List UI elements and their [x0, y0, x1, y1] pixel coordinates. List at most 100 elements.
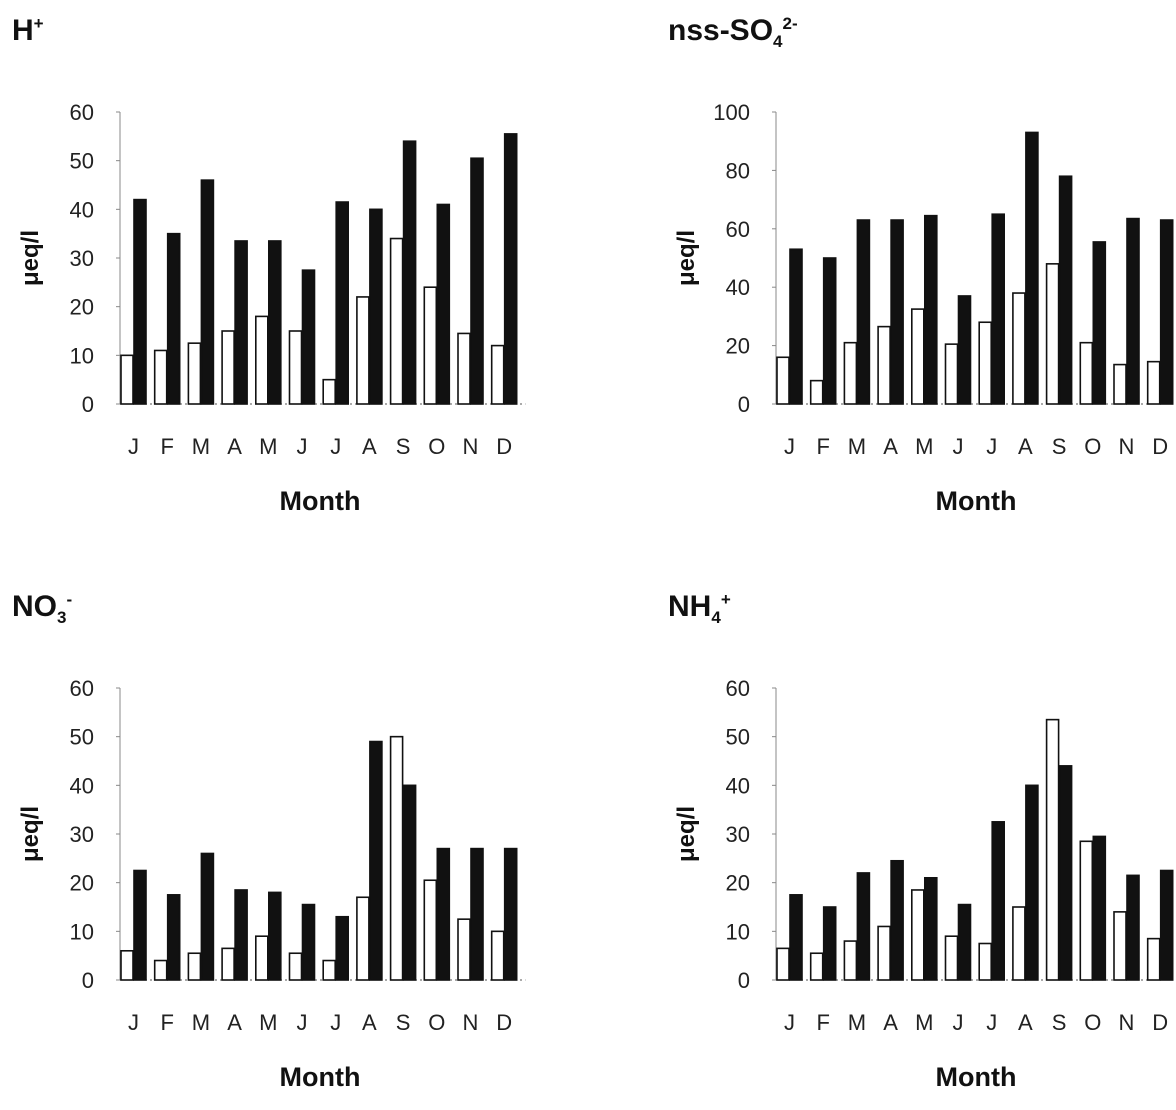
bar-open	[490, 930, 505, 981]
bar-open	[877, 325, 891, 405]
bar-open	[1146, 937, 1161, 981]
x-tick-label: N	[463, 1010, 479, 1035]
bar-filled	[301, 269, 316, 405]
y-tick-label: 30	[70, 822, 94, 847]
bar-filled	[890, 219, 904, 405]
chart-title: nss-SO42-	[668, 14, 798, 52]
bar-open	[944, 935, 959, 981]
bar-filled	[369, 740, 383, 981]
x-tick-label: J	[986, 434, 997, 459]
bar-open	[221, 330, 235, 405]
bar-filled	[957, 295, 972, 405]
bar-filled	[822, 906, 837, 981]
x-tick-label: F	[816, 434, 829, 459]
bar-open	[1045, 718, 1060, 981]
bar-open	[776, 947, 790, 981]
x-tick-label: A	[1018, 434, 1033, 459]
x-axis-label: Month	[936, 486, 1017, 516]
bar-open	[1146, 360, 1161, 405]
bar-open	[457, 332, 471, 405]
chart-panel-nss-so4: nss-SO42- 0 20 40 60 80 100 J F M A M J J A S O N D Month μ…	[668, 14, 1176, 534]
x-tick-label: F	[160, 434, 173, 459]
bar-filled	[1058, 175, 1073, 405]
chart-title-main: NO	[12, 590, 57, 623]
bar-filled	[1126, 874, 1140, 981]
y-tick-label: 30	[70, 246, 94, 271]
chart-title-sup: 2-	[782, 14, 798, 33]
y-tick-label: 20	[726, 871, 750, 896]
bar-open	[187, 342, 202, 405]
bar-open	[221, 947, 235, 981]
x-tick-label: A	[883, 1010, 898, 1035]
x-tick-label: J	[953, 434, 964, 459]
x-tick-label: S	[1052, 1010, 1067, 1035]
bar-filled	[991, 213, 1006, 405]
bar-open	[1113, 363, 1127, 405]
y-axis-label: μeq/l	[673, 806, 700, 862]
x-tick-label: J	[128, 434, 139, 459]
y-tick-label: 0	[738, 968, 750, 993]
chart-title-main: H	[12, 14, 34, 47]
x-tick-label: D	[496, 1010, 512, 1035]
x-tick-label: O	[1084, 1010, 1101, 1035]
bar-filled	[436, 203, 451, 405]
y-axis-label: μeq/l	[17, 230, 44, 286]
bar-filled	[856, 872, 871, 981]
x-tick-label: J	[986, 1010, 997, 1035]
bar-filled	[402, 784, 417, 981]
bar-open	[843, 940, 858, 981]
bar-filled	[166, 894, 181, 981]
chart-title: NO3-	[12, 590, 72, 628]
y-tick-label: 60	[726, 217, 750, 242]
x-tick-label: J	[128, 1010, 139, 1035]
bar-filled	[1092, 835, 1107, 981]
bar-filled	[267, 240, 282, 405]
y-tick-label: 80	[726, 158, 750, 183]
bar-open	[288, 330, 303, 405]
y-tick-label: 40	[70, 773, 94, 798]
x-tick-label: M	[259, 434, 277, 459]
bar-filled	[470, 157, 484, 405]
bar-filled	[436, 847, 451, 981]
y-tick-label: 60	[726, 676, 750, 701]
bar-open	[1012, 906, 1026, 981]
y-tick-label: 20	[70, 295, 94, 320]
x-tick-label: D	[496, 434, 512, 459]
chart-title-sup: +	[33, 14, 44, 33]
x-tick-label: J	[330, 434, 341, 459]
bar-open	[911, 308, 925, 405]
y-tick-label: 0	[82, 968, 94, 993]
chart-title: H+	[12, 14, 44, 52]
x-tick-label: F	[160, 1010, 173, 1035]
x-tick-label: S	[396, 1010, 411, 1035]
bar-open	[288, 952, 303, 981]
y-tick-label: 40	[726, 275, 750, 300]
x-tick-label: J	[330, 1010, 341, 1035]
x-tick-label: O	[428, 434, 445, 459]
x-tick-label: S	[1052, 434, 1067, 459]
y-tick-label: 10	[70, 343, 94, 368]
x-tick-label: J	[297, 1010, 308, 1035]
y-tick-label: 0	[738, 392, 750, 417]
bar-open	[120, 949, 134, 981]
x-tick-label: J	[297, 434, 308, 459]
bar-filled	[470, 847, 484, 981]
bar-open	[978, 321, 993, 405]
bar-filled	[166, 232, 181, 405]
bar-filled	[369, 208, 383, 405]
bar-filled	[234, 240, 248, 405]
bar-filled	[789, 248, 803, 405]
bar-open	[457, 918, 471, 981]
bar-filled	[991, 821, 1006, 981]
bar-open	[187, 952, 202, 981]
bar-open	[877, 925, 891, 981]
y-tick-label: 10	[70, 919, 94, 944]
bar-filled	[200, 179, 215, 405]
bar-filled	[503, 847, 518, 981]
bar-filled	[789, 894, 803, 981]
bar-open	[843, 341, 858, 405]
bar-open	[911, 889, 925, 981]
x-tick-label: M	[192, 1010, 210, 1035]
x-tick-label: A	[883, 434, 898, 459]
